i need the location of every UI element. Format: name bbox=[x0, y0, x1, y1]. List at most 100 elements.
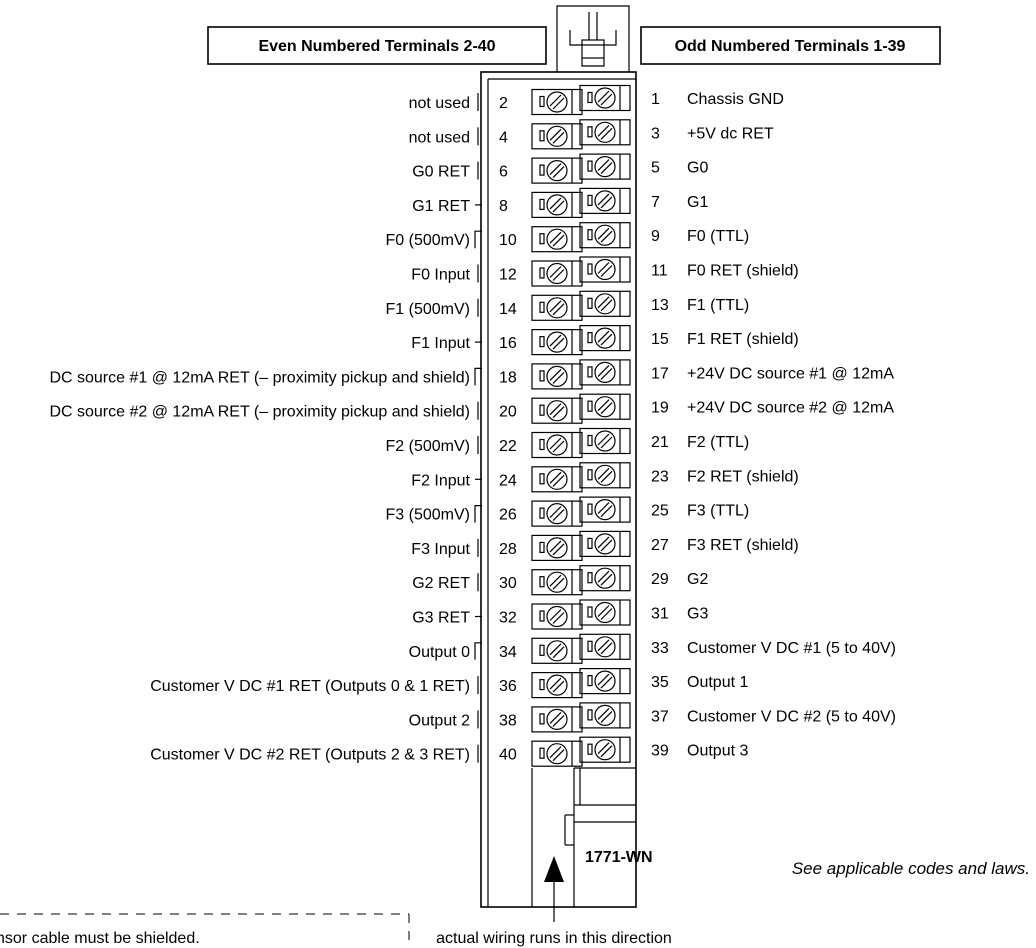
even-header-text: Even Numbered Terminals 2-40 bbox=[258, 38, 495, 55]
terminal-number: 31 bbox=[651, 606, 669, 623]
screw-slot bbox=[600, 642, 613, 655]
terminal-31: 31 G3 bbox=[579, 599, 708, 626]
terminal-number: 9 bbox=[651, 228, 660, 245]
terminal-label: F0 (500mV) bbox=[386, 232, 470, 249]
screw-slot bbox=[600, 676, 613, 689]
screw-slot bbox=[600, 539, 613, 552]
screw-icon bbox=[594, 704, 616, 727]
screw-slot bbox=[600, 93, 613, 106]
screw-icon bbox=[546, 194, 568, 216]
terminal-number: 12 bbox=[499, 267, 517, 284]
terminal-1: 1 Chassis GND bbox=[579, 84, 784, 112]
screw-slot bbox=[600, 745, 613, 758]
wire-clamp bbox=[587, 606, 593, 618]
wire-clamp bbox=[539, 336, 545, 348]
terminal-17: 17 +24V DC source #1 @ 12mA bbox=[579, 359, 894, 386]
terminal-number: 24 bbox=[499, 472, 517, 489]
wire-clamp bbox=[539, 644, 545, 656]
screw-slot bbox=[597, 227, 610, 240]
terminal-block bbox=[579, 84, 631, 112]
terminal-35: 35 Output 1 bbox=[579, 667, 748, 695]
terminal-block bbox=[531, 191, 583, 218]
screw-slot bbox=[597, 570, 610, 583]
screw-slot bbox=[552, 577, 565, 590]
terminal-block bbox=[531, 569, 583, 596]
terminal-block bbox=[579, 119, 631, 146]
wire-clamp bbox=[587, 572, 593, 584]
wire-clamp bbox=[539, 507, 545, 519]
screw-slot bbox=[549, 746, 562, 759]
screw-slot bbox=[600, 402, 613, 415]
terminal-label: F0 (TTL) bbox=[687, 228, 749, 245]
screw-slot bbox=[597, 639, 610, 652]
screw-slot bbox=[600, 299, 613, 312]
terminal-block bbox=[531, 157, 583, 184]
screw-icon bbox=[546, 502, 568, 525]
terminal-number: 26 bbox=[499, 507, 517, 524]
screw-slot bbox=[597, 742, 610, 755]
terminal-30: G2 RET 30 bbox=[412, 569, 583, 596]
terminal-number: 16 bbox=[499, 335, 517, 352]
wire-clamp bbox=[539, 370, 545, 382]
terminal-label: F2 Input bbox=[411, 472, 470, 489]
wire-clamp bbox=[539, 576, 545, 588]
terminal-number: 14 bbox=[499, 301, 517, 318]
screw-slot bbox=[549, 197, 562, 210]
sensor-cable-note: nsor cable must be shielded. bbox=[0, 930, 200, 947]
terminal-number: 20 bbox=[499, 404, 517, 421]
wire-clamp bbox=[539, 267, 545, 279]
screw-icon bbox=[594, 361, 616, 383]
terminal-5: 5 G0 bbox=[579, 153, 708, 180]
screw-slot bbox=[597, 330, 610, 343]
wire-clamp bbox=[539, 713, 545, 725]
wire-clamp bbox=[587, 194, 593, 206]
terminal-39: 39 Output 3 bbox=[579, 736, 748, 763]
terminal-number: 37 bbox=[651, 708, 669, 725]
terminal-label: F2 RET (shield) bbox=[687, 468, 799, 485]
screw-slot bbox=[549, 163, 562, 176]
terminal-block bbox=[579, 496, 631, 523]
screw-icon bbox=[546, 125, 568, 147]
wire-clamp bbox=[587, 263, 593, 275]
screw-slot bbox=[597, 433, 610, 446]
wiring-arm-latch bbox=[556, 5, 630, 72]
terminal-label: F2 (TTL) bbox=[687, 434, 749, 451]
terminal-block bbox=[579, 256, 631, 283]
terminal-label: +24V DC source #2 @ 12mA bbox=[687, 400, 894, 417]
screw-icon bbox=[594, 327, 616, 349]
terminal-block bbox=[531, 260, 583, 287]
terminal-label: G1 bbox=[687, 194, 708, 211]
terminal-number: 17 bbox=[651, 365, 669, 382]
screw-slot bbox=[600, 333, 613, 346]
wiring-direction-note: actual wiring runs in this direction bbox=[436, 930, 672, 947]
terminal-label: +24V DC source #1 @ 12mA bbox=[687, 365, 894, 382]
wire-clamp bbox=[587, 160, 593, 172]
wire-clamp bbox=[587, 503, 593, 515]
terminal-number: 33 bbox=[651, 640, 669, 657]
terminal-number: 35 bbox=[651, 674, 669, 691]
screw-icon bbox=[546, 91, 568, 113]
terminal-label: +5V dc RET bbox=[687, 125, 774, 142]
screw-slot bbox=[600, 573, 613, 586]
wire-clamp bbox=[539, 233, 545, 245]
screw-slot bbox=[597, 124, 610, 137]
wire-clamp bbox=[539, 678, 545, 691]
terminal-block bbox=[579, 530, 631, 558]
terminal-number: 28 bbox=[499, 541, 517, 558]
terminal-block bbox=[579, 359, 631, 386]
terminal-block bbox=[531, 671, 583, 699]
terminal-27: 27 F3 RET (shield) bbox=[579, 530, 799, 558]
screw-slot bbox=[549, 437, 562, 450]
terminal-block bbox=[579, 702, 631, 729]
screw-slot bbox=[552, 543, 565, 556]
terminal-block bbox=[579, 393, 631, 420]
screw-icon bbox=[546, 297, 568, 319]
screw-slot bbox=[597, 502, 610, 515]
screw-icon bbox=[594, 87, 616, 109]
terminal-26: F3 (500mV) 26 bbox=[386, 500, 583, 527]
screw-slot bbox=[600, 436, 613, 449]
screw-slot bbox=[552, 234, 565, 247]
terminal-number: 5 bbox=[651, 160, 660, 177]
terminal-2: not used 2 bbox=[409, 88, 583, 116]
screw-slot bbox=[597, 536, 610, 549]
